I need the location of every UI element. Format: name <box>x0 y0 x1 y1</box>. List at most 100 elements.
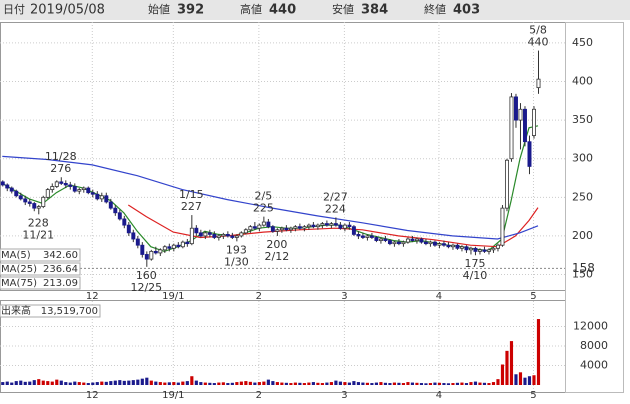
candle-body <box>324 223 329 226</box>
candle-body <box>477 249 482 252</box>
volume-bar <box>383 382 387 385</box>
candle-body <box>95 193 100 200</box>
volume-bar <box>280 382 284 385</box>
volume-bar <box>320 383 324 385</box>
candle-body <box>126 224 131 234</box>
volume-bar <box>284 382 288 385</box>
volume-bar <box>496 379 500 385</box>
candle-body <box>81 187 86 190</box>
y-tick-label: 350 <box>572 113 593 126</box>
volume-tick-label: 12000 <box>573 319 608 332</box>
volume-bar <box>406 382 410 385</box>
volume-bar <box>518 372 523 385</box>
annotation-date: 5/8 <box>529 24 547 37</box>
candle-body <box>523 108 527 143</box>
volume-bar <box>388 383 392 385</box>
candle-body <box>5 184 10 189</box>
candle-body <box>113 207 118 214</box>
candle-body <box>446 244 451 248</box>
volume-bar <box>370 383 374 385</box>
candle-body <box>225 233 230 237</box>
candle-body <box>342 224 347 229</box>
volume-bar <box>109 381 113 385</box>
volume-bar <box>347 382 351 385</box>
volume-bar <box>19 380 23 385</box>
volume-bar <box>473 381 478 385</box>
annotation-value: 224 <box>325 202 346 215</box>
date-label: 日付 <box>3 3 25 16</box>
candle-body <box>405 238 410 243</box>
volume-name: 出来高 <box>1 304 31 317</box>
volume-bar <box>46 381 50 385</box>
candle-body <box>18 195 23 200</box>
axis-frame <box>565 22 624 393</box>
volume-bar <box>73 381 77 385</box>
field-label: 高値 <box>240 2 262 16</box>
candle-body <box>315 224 320 228</box>
candle-body <box>176 244 181 248</box>
candle-body <box>311 224 316 228</box>
x-tick-label: 4 <box>436 390 442 400</box>
volume-bar <box>167 382 171 385</box>
volume-bar <box>248 381 252 385</box>
volume-bar <box>455 382 460 385</box>
volume-bar <box>478 382 482 385</box>
candle-body <box>347 224 352 228</box>
candle-body <box>36 206 41 209</box>
volume-bar <box>428 383 433 385</box>
volume-bar <box>77 382 81 385</box>
field-label: 安値 <box>332 2 354 16</box>
x-tick-label: 19/1 <box>162 390 184 400</box>
candle-body <box>90 192 95 195</box>
volume-bar <box>329 382 333 385</box>
volume-bar <box>275 382 279 385</box>
volume-bar <box>352 381 356 385</box>
candle-body <box>203 232 208 237</box>
volume-bar <box>442 383 446 385</box>
candle-body <box>153 250 158 254</box>
volume-bar <box>149 380 153 385</box>
candle-body <box>261 221 266 226</box>
candle-body <box>329 223 334 226</box>
candle-body <box>410 238 415 241</box>
volume-bar <box>28 381 32 385</box>
volume-total: 13,519,700 <box>41 306 98 317</box>
candle-body <box>243 229 248 234</box>
volume-bar <box>239 381 243 385</box>
candle-body <box>437 243 442 246</box>
volume-bar <box>536 319 541 385</box>
volume-bar <box>451 383 455 385</box>
volume-bar <box>365 382 369 385</box>
volume-bar <box>86 383 90 385</box>
volume-bar <box>136 379 140 385</box>
candle-body <box>162 246 167 251</box>
volume-bar <box>91 382 95 385</box>
candle-body <box>270 226 275 232</box>
x-tick-label: 3 <box>341 291 347 302</box>
x-tick-label: 2 <box>256 390 262 400</box>
candle-body <box>167 246 172 249</box>
candle-body <box>216 235 221 238</box>
field-label: 始値 <box>148 2 170 16</box>
volume-bar <box>23 381 27 385</box>
legend-box <box>0 276 81 290</box>
volume-bar <box>154 381 158 385</box>
volume-bar <box>172 382 176 385</box>
volume-bar <box>419 383 424 385</box>
candle-body <box>257 224 262 229</box>
volume-tick-label: 4000 <box>580 358 608 371</box>
volume-bar <box>113 380 117 385</box>
candle-body <box>532 108 536 136</box>
annotation-value: 193 <box>226 243 247 256</box>
candle-body <box>320 223 325 226</box>
volume-bar <box>487 383 491 385</box>
candle-body <box>495 244 500 249</box>
volume-bar <box>140 378 144 385</box>
candle-body <box>158 249 163 254</box>
volume-bar <box>361 382 365 385</box>
volume-bar <box>131 380 135 385</box>
volume-bar <box>203 382 207 385</box>
volume-bar <box>59 380 63 385</box>
candle-body <box>473 247 478 252</box>
volume-bar <box>253 382 257 385</box>
